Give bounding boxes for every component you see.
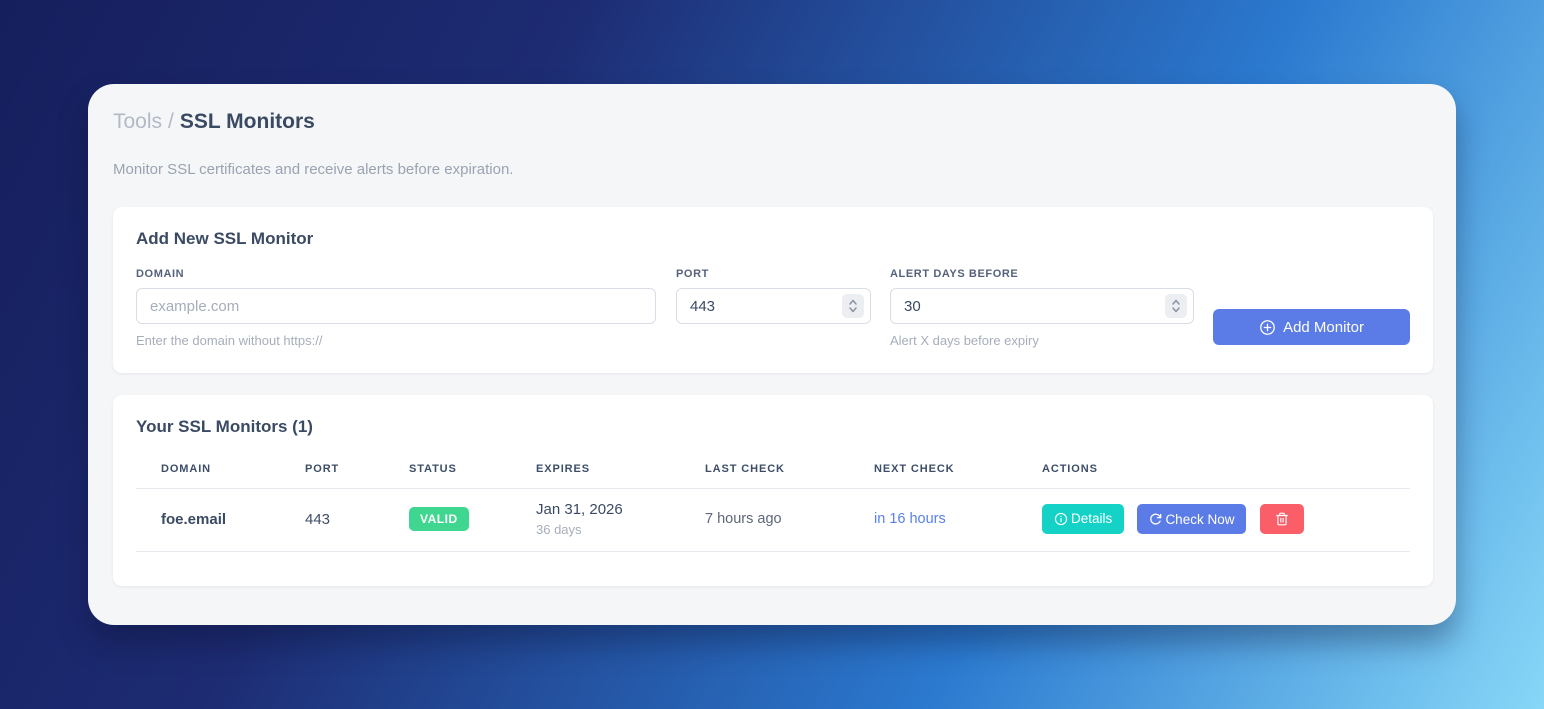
alert-days-helper: Alert X days before expiry — [890, 333, 1039, 348]
add-monitor-panel: Add New SSL Monitor DOMAIN Enter the dom… — [113, 207, 1433, 373]
monitor-expires-days: 36 days — [536, 522, 582, 537]
breadcrumb-parent[interactable]: Tools — [113, 110, 163, 133]
port-input[interactable] — [676, 288, 871, 324]
add-monitor-title: Add New SSL Monitor — [136, 229, 314, 248]
plus-circle-icon — [1260, 319, 1275, 335]
col-header-last-check: LAST CHECK — [680, 453, 849, 489]
col-header-expires: EXPIRES — [511, 453, 680, 489]
domain-input[interactable] — [136, 288, 656, 324]
col-header-actions: ACTIONS — [1017, 453, 1410, 489]
port-field-group: PORT — [676, 268, 871, 348]
table-header-row: DOMAIN PORT STATUS EXPIRES LAST CHECK NE… — [136, 453, 1410, 489]
status-badge: VALID — [409, 507, 469, 531]
monitor-domain: foe.email — [136, 488, 280, 552]
breadcrumb: Tools / SSL Monitors — [113, 110, 1433, 134]
alert-days-label: ALERT DAYS BEFORE — [890, 268, 1019, 280]
alert-days-stepper[interactable] — [1165, 294, 1187, 318]
page-title: SSL Monitors — [179, 110, 315, 133]
monitor-last-check: 7 hours ago — [680, 488, 849, 552]
domain-helper: Enter the domain without https:// — [136, 333, 323, 348]
alert-days-field-group: ALERT DAYS BEFORE Alert X days before ex… — [890, 268, 1194, 348]
chevron-up-down-icon — [1172, 299, 1180, 313]
details-button-label: Details — [1071, 511, 1113, 527]
table-row: foe.email 443 VALID Jan 31, 2026 36 days… — [136, 488, 1410, 552]
domain-field-group: DOMAIN Enter the domain without https:// — [136, 268, 656, 348]
port-label: PORT — [676, 268, 709, 280]
trash-icon — [1275, 512, 1288, 526]
col-header-port: PORT — [280, 453, 384, 489]
port-stepper[interactable] — [842, 294, 864, 318]
monitors-title: Your SSL Monitors (1) — [136, 417, 313, 436]
info-circle-icon — [1054, 512, 1068, 525]
add-monitor-button-label: Add Monitor — [1283, 318, 1364, 336]
check-now-button-label: Check Now — [1165, 511, 1235, 527]
check-now-button[interactable]: Check Now — [1137, 504, 1247, 535]
monitor-expires-date: Jan 31, 2026 — [536, 501, 623, 518]
details-button[interactable]: Details — [1042, 503, 1125, 534]
domain-label: DOMAIN — [136, 268, 185, 280]
col-header-next-check: NEXT CHECK — [849, 453, 1017, 489]
monitors-panel: Your SSL Monitors (1) DOMAIN PORT STATUS… — [113, 395, 1433, 586]
page-subtitle: Monitor SSL certificates and receive ale… — [113, 161, 514, 178]
delete-monitor-button[interactable] — [1259, 503, 1304, 534]
breadcrumb-separator: / — [168, 110, 174, 133]
alert-days-input[interactable] — [890, 288, 1194, 324]
col-header-domain: DOMAIN — [136, 453, 280, 489]
monitor-next-check: in 16 hours — [849, 488, 1017, 552]
col-header-status: STATUS — [384, 453, 511, 489]
main-card: Tools / SSL Monitors Monitor SSL certifica… — [88, 84, 1456, 625]
monitors-table: DOMAIN PORT STATUS EXPIRES LAST CHECK NE… — [136, 453, 1410, 552]
monitor-port: 443 — [280, 488, 384, 552]
chevron-up-down-icon — [849, 299, 857, 313]
refresh-icon — [1150, 513, 1162, 525]
add-monitor-button[interactable]: Add Monitor — [1213, 309, 1410, 345]
add-monitor-form: DOMAIN Enter the domain without https://… — [136, 268, 1410, 348]
